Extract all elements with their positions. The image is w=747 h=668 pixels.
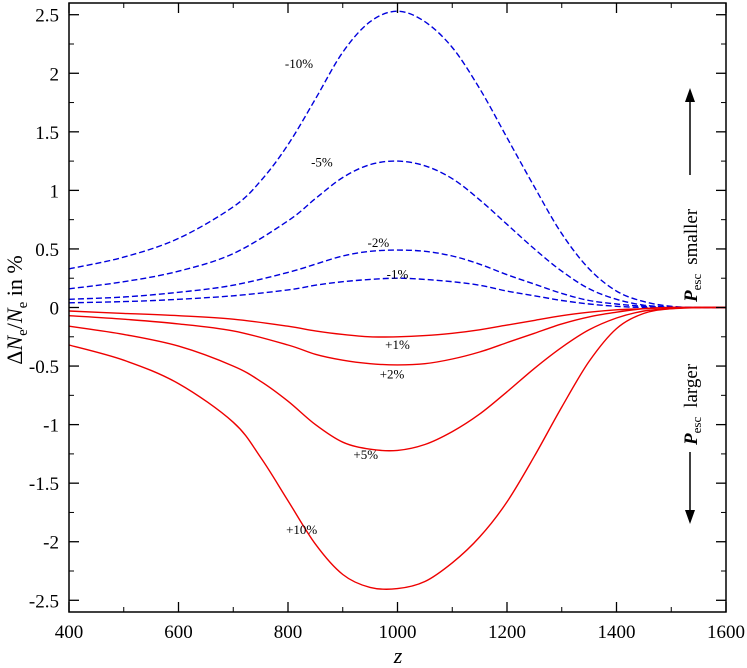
- side-label-smaller: Pesc smaller: [681, 208, 704, 303]
- curve-label: +5%: [353, 447, 378, 462]
- x-tick-label: 400: [55, 622, 84, 643]
- series-line-4: [68, 277, 726, 309]
- y-tick-label: -2.5: [29, 591, 59, 612]
- series-line-6: [68, 306, 726, 366]
- side-bottom-word: larger: [681, 363, 702, 408]
- y-title-slash: /: [2, 322, 27, 329]
- side-top-p: P: [681, 290, 702, 303]
- ticks-layer: [68, 3, 727, 612]
- y-tick-label: 1.5: [35, 123, 59, 144]
- y-title-n2: N: [2, 307, 27, 324]
- x-tick-label: 1600: [707, 622, 745, 643]
- y-axis-title: ΔNe/Ne in %: [2, 255, 31, 364]
- curve-label: +2%: [380, 366, 405, 381]
- y-title-sub1: e: [15, 329, 31, 336]
- x-tick-label: 1000: [379, 622, 417, 643]
- y-tick-label: 0.5: [35, 240, 59, 261]
- series-line-8: [68, 306, 727, 590]
- y-tick-label: 1: [50, 181, 60, 202]
- y-tick-label: -0.5: [29, 357, 59, 378]
- side-label-larger: Pesc larger: [681, 363, 704, 446]
- side-top-word: smaller: [681, 208, 702, 265]
- y-tick-label: 2: [50, 64, 60, 85]
- curve-label: -2%: [368, 235, 390, 250]
- curve-label: +10%: [286, 522, 317, 537]
- series-layer: [68, 10, 727, 590]
- y-tick-label: 0: [50, 299, 60, 320]
- annotations-layer: -10% -5% -2% -1% +1% +2% +5% +10%: [285, 56, 410, 537]
- arrow-down-icon: [685, 510, 695, 524]
- series-line-1: [68, 10, 727, 309]
- side-annotation-smaller: Pesc smaller: [681, 88, 704, 303]
- x-tick-label: 1200: [488, 622, 526, 643]
- side-bottom-p: P: [681, 433, 702, 446]
- x-axis-title: z: [393, 643, 403, 668]
- curve-label: -5%: [311, 154, 333, 169]
- x-tick-label: 800: [274, 622, 303, 643]
- curve-label: -1%: [387, 267, 409, 282]
- y-tick-label: -1: [43, 416, 59, 437]
- y-title-n1: N: [2, 335, 27, 352]
- side-top-sub: esc: [689, 274, 704, 291]
- series-line-3: [68, 249, 726, 309]
- x-tick-label: 1400: [598, 622, 636, 643]
- y-title-delta: Δ: [2, 351, 27, 365]
- y-title-sub2: e: [15, 301, 31, 308]
- series-line-7: [68, 306, 727, 452]
- side-bottom-sub: esc: [689, 417, 704, 434]
- arrow-up-icon: [685, 88, 695, 102]
- curve-label: -10%: [285, 56, 313, 71]
- series-line-2: [68, 160, 727, 309]
- y-title-rest: in %: [2, 255, 27, 301]
- y-tick-label: -1.5: [29, 474, 59, 495]
- curve-label: +1%: [385, 337, 410, 352]
- y-tick-label: 2.5: [35, 6, 59, 27]
- side-annotation-larger: Pesc larger: [681, 363, 704, 524]
- labels-layer: 400 600 800 1000 1200 1400 1600 -2.5 -2 -1.5 -1 -0.…: [29, 6, 745, 643]
- y-tick-label: -2: [43, 533, 59, 554]
- x-tick-label: 600: [164, 622, 193, 643]
